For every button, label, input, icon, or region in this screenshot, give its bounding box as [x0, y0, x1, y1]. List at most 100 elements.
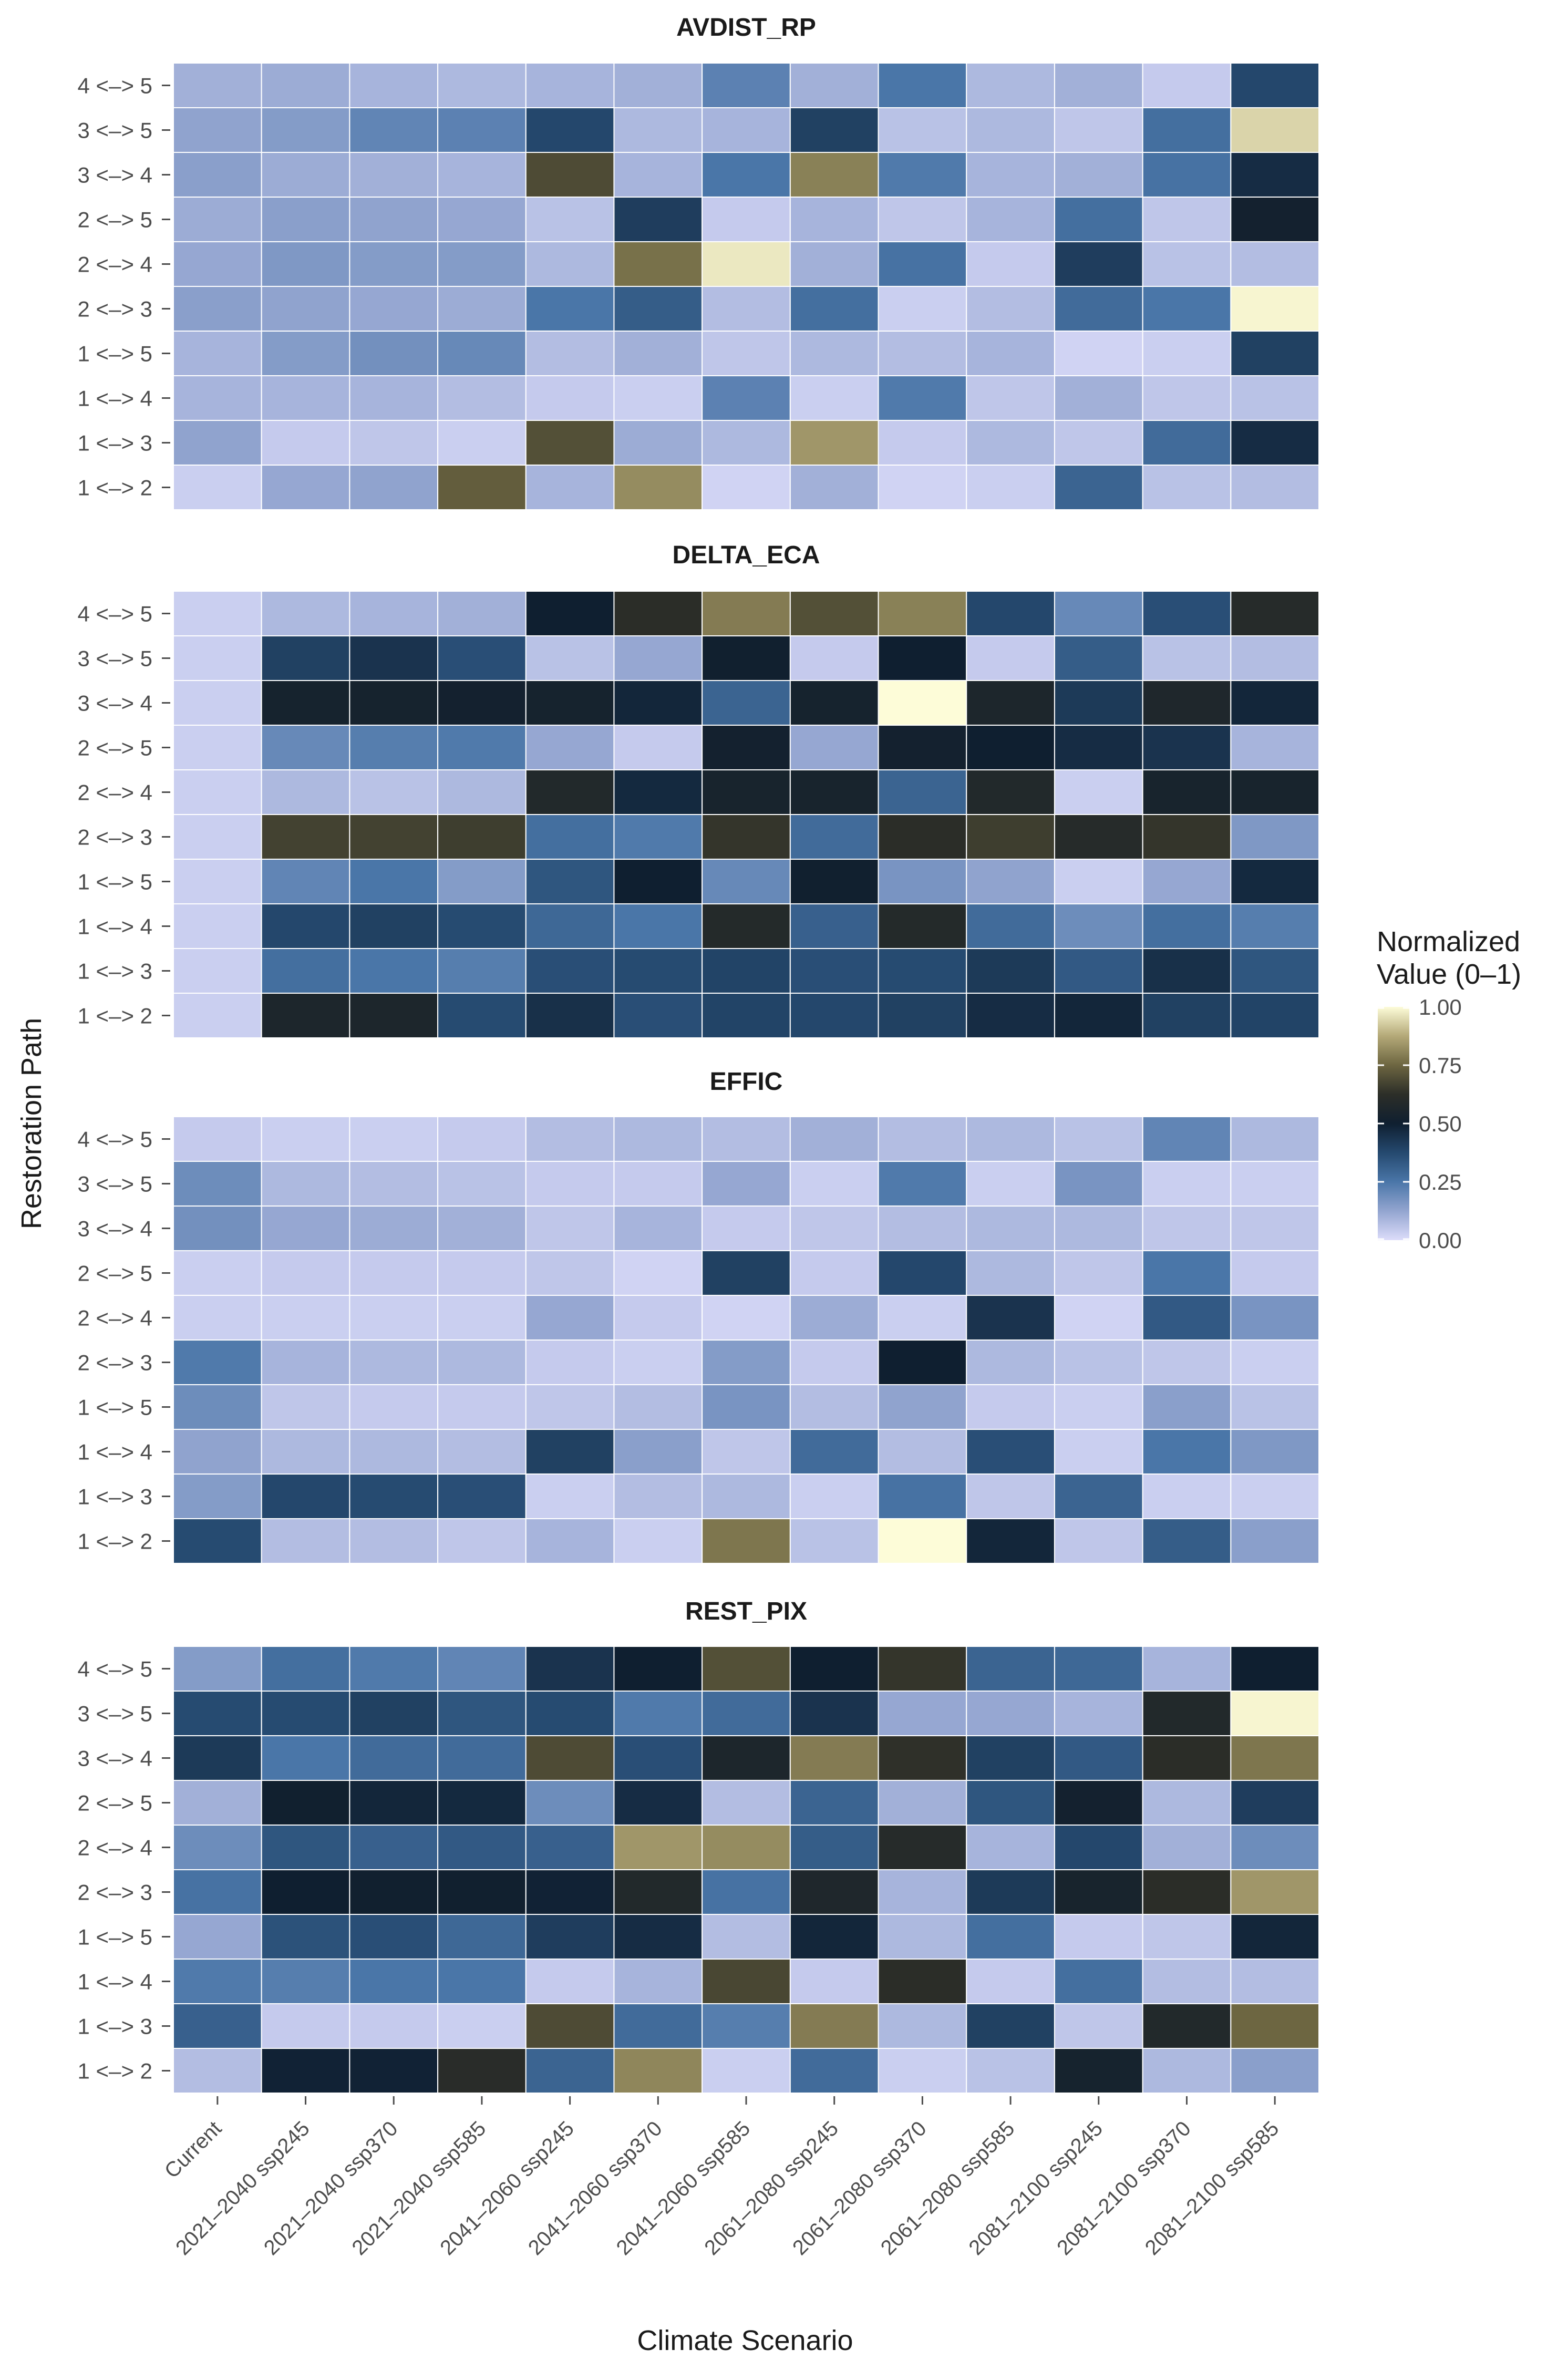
- heatmap-cell: [349, 375, 439, 421]
- heatmap-cell: [966, 1116, 1055, 1162]
- heatmap-cell: [173, 1250, 262, 1296]
- heatmap-cell: [437, 331, 527, 376]
- heatmap-cell: [437, 1429, 527, 1475]
- heatmap-cell: [437, 1780, 527, 1826]
- heatmap-cell: [261, 1116, 350, 1162]
- heatmap-cell: [437, 769, 527, 815]
- heatmap-cell: [173, 465, 262, 510]
- heatmap-cell: [349, 1473, 439, 1519]
- heatmap-cell: [1230, 591, 1319, 636]
- heatmap-cell: [1054, 63, 1143, 108]
- heatmap-cell: [878, 1735, 967, 1781]
- heatmap-cell: [966, 420, 1055, 466]
- heatmap-cell: [1054, 2048, 1143, 2094]
- heatmap-cell: [878, 1518, 967, 1564]
- heatmap-cell: [878, 1205, 967, 1251]
- heatmap-cell: [261, 2003, 350, 2049]
- panel-avdist-rp: AVDIST_RP 4 <–> 5 3 <–> 5 3 <–> 4 2 <–> 5 2 <…: [78, 14, 1319, 510]
- heatmap-cell: [702, 1473, 791, 1519]
- heatmap-cell: [437, 375, 527, 421]
- heatmap-cell: [173, 241, 262, 287]
- heatmap-cell: [1230, 1914, 1319, 1960]
- y-tick-label: 2 <–> 5: [78, 736, 152, 760]
- heatmap-cell: [1054, 465, 1143, 510]
- y-tick-label: 1 <–> 4: [78, 1440, 152, 1465]
- heatmap-cell: [1054, 903, 1143, 949]
- heatmap-cell: [173, 635, 262, 681]
- heatmap-cell: [1054, 152, 1143, 198]
- heatmap-cell: [173, 1646, 262, 1692]
- heatmap-cell: [613, 1161, 703, 1207]
- heatmap-cell: [525, 2048, 615, 2094]
- heatmap-cell: [1230, 1646, 1319, 1692]
- y-tick-label: 4 <–> 5: [78, 1127, 152, 1152]
- heatmap-cell: [702, 1295, 791, 1341]
- heatmap-cell: [878, 1250, 967, 1296]
- heatmap-cell: [966, 1780, 1055, 1826]
- heatmap-cell: [878, 1429, 967, 1475]
- heatmap-cell: [1230, 1735, 1319, 1781]
- y-tick-label: 3 <–> 4: [78, 691, 152, 716]
- heatmap-cell: [173, 1691, 262, 1736]
- heatmap-cell: [261, 1384, 350, 1430]
- y-tick-label: 2 <–> 4: [78, 1306, 152, 1331]
- heatmap-cell: [1230, 1384, 1319, 1430]
- heatmap-cell: [613, 1825, 703, 1870]
- heatmap-cell: [173, 1959, 262, 2004]
- heatmap-cell: [878, 2003, 967, 2049]
- heatmap-cell: [1230, 2003, 1319, 2049]
- heatmap-cell: [613, 1339, 703, 1385]
- heatmap-cell: [261, 1473, 350, 1519]
- heatmap-cell: [1230, 1116, 1319, 1162]
- heatmap-cell: [789, 465, 879, 510]
- heatmap-cell: [173, 859, 262, 904]
- heatmap-cell: [525, 152, 615, 198]
- heatmap-cell: [789, 903, 879, 949]
- heatmap-cell: [789, 1518, 879, 1564]
- heatmap-cell: [878, 465, 967, 510]
- heatmap-cell: [437, 465, 527, 510]
- heatmap-cell: [1142, 331, 1232, 376]
- heatmap-cell: [789, 1869, 879, 1915]
- heatmap-cell: [1230, 1869, 1319, 1915]
- y-tick-label: 3 <–> 4: [78, 163, 152, 188]
- heatmap-cell: [966, 1339, 1055, 1385]
- heatmap-cell: [1142, 859, 1232, 904]
- heatmap-cell: [789, 152, 879, 198]
- heatmap-cell: [349, 814, 439, 860]
- heatmap-cell: [789, 107, 879, 153]
- y-tick-label: 2 <–> 4: [78, 780, 152, 805]
- heatmap-cell: [1054, 1735, 1143, 1781]
- heatmap-cell: [349, 241, 439, 287]
- heatmap-cell: [1142, 1116, 1232, 1162]
- heatmap-cell: [525, 1429, 615, 1475]
- heatmap-cell: [789, 1825, 879, 1870]
- heatmap-cell: [173, 152, 262, 198]
- heatmap-cell: [789, 859, 879, 904]
- heatmap-cell: [1054, 331, 1143, 376]
- heatmap-cell: [349, 680, 439, 726]
- heatmap-cell: [437, 1205, 527, 1251]
- heatmap-cell: [966, 2048, 1055, 2094]
- heatmap-cell: [1230, 1429, 1319, 1475]
- panel-title: REST_PIX: [685, 1598, 807, 1625]
- heatmap-cell: [261, 1780, 350, 1826]
- heatmap-cell: [173, 725, 262, 770]
- heatmap-cell: [966, 375, 1055, 421]
- heatmap-cell: [613, 680, 703, 726]
- heatmap-cell: [1142, 1473, 1232, 1519]
- heatmap-cell: [173, 1473, 262, 1519]
- heatmap-cell: [1054, 1161, 1143, 1207]
- heatmap-cell: [261, 814, 350, 860]
- heatmap-cell: [702, 1384, 791, 1430]
- y-tick-label: 4 <–> 5: [78, 74, 152, 98]
- heatmap-cell: [349, 769, 439, 815]
- heatmap-cell: [525, 1205, 615, 1251]
- heatmap-cell: [1142, 375, 1232, 421]
- heatmap-cell: [789, 1161, 879, 1207]
- heatmap-cell: [613, 241, 703, 287]
- heatmap-cell: [966, 286, 1055, 332]
- heatmap-cell: [702, 1518, 791, 1564]
- heatmap-cell: [173, 2048, 262, 2094]
